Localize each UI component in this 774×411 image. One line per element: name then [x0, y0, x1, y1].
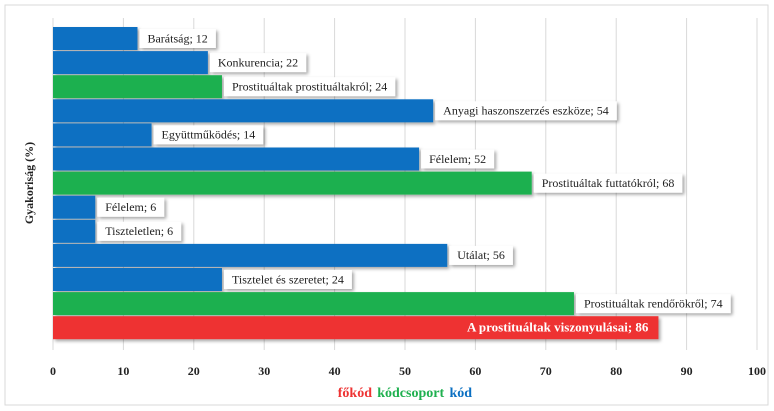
data-label: Együttműködés; 14	[162, 128, 256, 142]
data-label-box	[97, 197, 165, 217]
data-label: Prostituáltak prostituáltakról; 24	[232, 79, 387, 93]
data-label: Félelem; 6	[105, 200, 156, 214]
bar	[53, 316, 659, 340]
bar	[53, 219, 96, 243]
x-tick-label: 50	[399, 364, 411, 378]
data-label-box	[153, 125, 264, 145]
x-tick-label: 30	[258, 364, 270, 378]
bar	[53, 292, 574, 316]
x-tick-label: 80	[610, 364, 622, 378]
data-label: Tisztelet és szeretet; 24	[232, 272, 344, 286]
x-tick-label: 20	[188, 364, 200, 378]
data-label-box	[97, 221, 182, 241]
legend-entry: kód	[449, 386, 472, 401]
x-tick-label: 0	[50, 364, 56, 378]
data-label-box	[139, 29, 216, 48]
data-label: Tiszteletlen; 6	[105, 224, 173, 238]
bar	[53, 243, 448, 267]
data-label: Félelem; 52	[429, 152, 486, 166]
x-tick-label: 90	[681, 364, 693, 378]
data-label-box	[533, 173, 683, 193]
legend-entry: kódcsoport	[377, 386, 444, 401]
data-label: Prostituáltak rendőrökről; 74	[584, 296, 723, 310]
bar	[53, 99, 434, 123]
data-label: A prostituáltak viszonyulásai; 86	[467, 320, 649, 335]
bar	[53, 27, 138, 50]
data-label-box	[435, 101, 617, 121]
legend: főkód kódcsoport kód	[338, 386, 472, 401]
bar	[53, 147, 420, 171]
data-label-box	[223, 77, 396, 97]
data-label: Anyagi haszonszerzés eszköze; 54	[443, 104, 609, 118]
data-label-box	[449, 245, 513, 265]
data-label: Prostituáltak futtatókról; 68	[542, 176, 675, 190]
bar	[53, 75, 222, 99]
data-label: Utálat; 56	[457, 248, 505, 262]
x-tick-label: 60	[469, 364, 481, 378]
x-tick-label: 10	[117, 364, 129, 378]
data-label-box	[209, 53, 307, 73]
x-tick-label: 40	[329, 364, 341, 378]
x-tick-label: 100	[748, 364, 766, 378]
bar	[53, 51, 208, 75]
bar	[53, 268, 222, 291]
data-label-box	[421, 149, 495, 169]
x-tick-label: 70	[540, 364, 552, 378]
data-label: Barátság; 12	[147, 31, 207, 45]
bar	[53, 195, 96, 219]
bar	[53, 171, 532, 195]
data-label-box	[575, 294, 731, 314]
data-label-box	[223, 270, 352, 289]
bar	[53, 123, 152, 147]
legend-entry: főkód	[338, 386, 372, 401]
data-label: Konkurencia; 22	[218, 55, 298, 69]
y-axis-label: Gyakoriság (%)	[22, 142, 36, 224]
